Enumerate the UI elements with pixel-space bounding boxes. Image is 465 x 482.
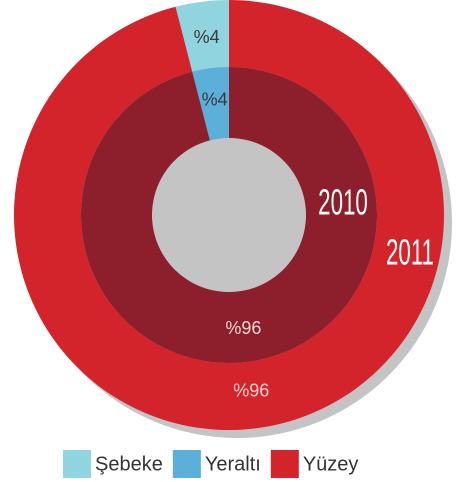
ring-label: 2010 xyxy=(318,183,368,223)
donut-segment xyxy=(14,0,445,430)
donut-segment xyxy=(175,0,229,72)
legend-label: Yüzey xyxy=(303,453,359,475)
donut-segment xyxy=(192,67,229,141)
legend-swatch xyxy=(270,450,299,478)
legend-swatch xyxy=(172,450,201,478)
ring-label: 2011 xyxy=(386,233,434,273)
legend-label: Yeraltı xyxy=(205,453,261,475)
data-label: %4 xyxy=(202,90,228,110)
legend-label: Şebeke xyxy=(95,453,163,475)
data-label: %96 xyxy=(233,380,269,400)
legend-swatch xyxy=(63,450,91,478)
data-label: %96 xyxy=(225,318,261,338)
data-label: %4 xyxy=(194,27,220,47)
donut-segment xyxy=(80,67,378,363)
